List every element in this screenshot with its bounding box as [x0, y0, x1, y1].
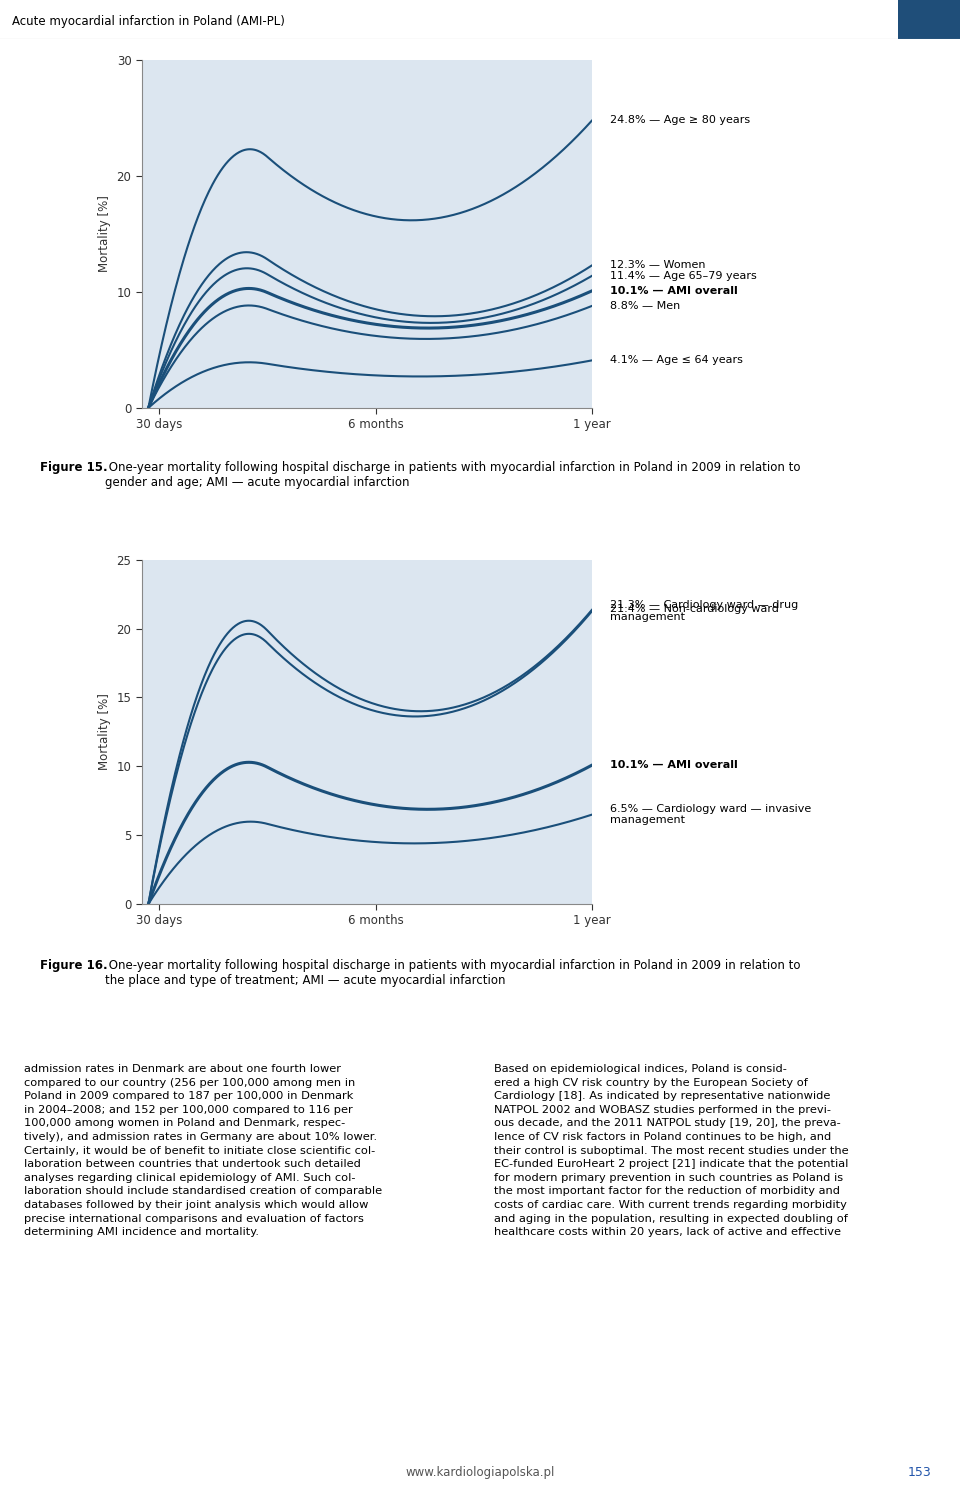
Text: 8.8% — Men: 8.8% — Men — [610, 300, 680, 311]
Y-axis label: Mortality [%]: Mortality [%] — [98, 196, 111, 272]
Text: 153: 153 — [907, 1466, 931, 1478]
Text: 10.1% — AMI overall: 10.1% — AMI overall — [610, 285, 737, 296]
Text: 4.1% — Age ≤ 64 years: 4.1% — Age ≤ 64 years — [610, 355, 742, 366]
Text: Based on epidemiological indices, Poland is consid-
ered a high CV risk country : Based on epidemiological indices, Poland… — [494, 1065, 849, 1238]
Text: admission rates in Denmark are about one fourth lower
compared to our country (2: admission rates in Denmark are about one… — [24, 1065, 382, 1238]
Y-axis label: Mortality [%]: Mortality [%] — [98, 693, 111, 770]
Text: www.kardiologiapolska.pl: www.kardiologiapolska.pl — [405, 1466, 555, 1478]
Text: 21.4% — Non-cardiology ward: 21.4% — Non-cardiology ward — [610, 605, 779, 614]
Text: 10.1% — AMI overall: 10.1% — AMI overall — [610, 760, 737, 770]
Text: 6.5% — Cardiology ward — invasive
management: 6.5% — Cardiology ward — invasive manage… — [610, 803, 811, 826]
Text: One-year mortality following hospital discharge in patients with myocardial infa: One-year mortality following hospital di… — [105, 960, 800, 987]
Text: 24.8% — Age ≥ 80 years: 24.8% — Age ≥ 80 years — [610, 115, 750, 125]
Bar — [898, 0, 960, 39]
Text: Figure 16.: Figure 16. — [39, 960, 108, 972]
Text: 11.4% — Age 65–79 years: 11.4% — Age 65–79 years — [610, 270, 756, 281]
Text: Figure 15.: Figure 15. — [39, 461, 108, 473]
Text: One-year mortality following hospital discharge in patients with myocardial infa: One-year mortality following hospital di… — [105, 461, 800, 488]
Text: Acute myocardial infarction in Poland (AMI-PL): Acute myocardial infarction in Poland (A… — [12, 15, 284, 28]
Text: 12.3% — Women: 12.3% — Women — [610, 260, 706, 270]
Text: 21.3% — Cardiology ward — drug
management: 21.3% — Cardiology ward — drug managemen… — [610, 600, 798, 621]
